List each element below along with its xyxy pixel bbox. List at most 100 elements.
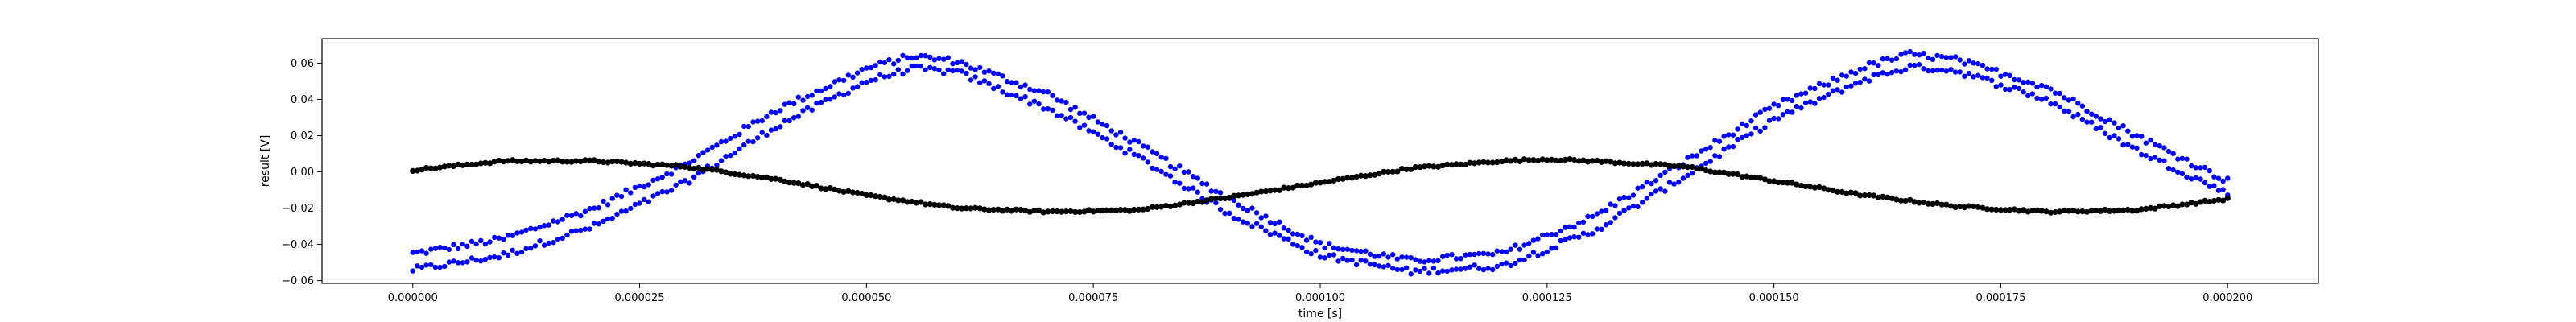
data-point [423, 164, 430, 171]
data-point [1752, 112, 1759, 118]
data-point [586, 157, 593, 163]
data-point [659, 161, 666, 167]
data-point [1526, 241, 1532, 246]
data-point [451, 242, 456, 247]
data-point [1490, 252, 1496, 258]
data-point [2107, 134, 2112, 141]
data-point [1948, 67, 1954, 72]
data-point [2021, 80, 2026, 85]
data-point [618, 193, 625, 200]
data-point [823, 186, 829, 192]
data-point [564, 159, 571, 165]
data-point [1472, 262, 1477, 268]
data-point [1930, 200, 1936, 207]
data-point [1798, 91, 1804, 97]
data-point [2198, 176, 2203, 182]
data-point [514, 250, 520, 256]
data-point [1367, 262, 1373, 267]
data-point [1154, 151, 1160, 157]
data-point [791, 180, 797, 186]
series-0 [410, 48, 2231, 277]
data-point [2070, 208, 2077, 214]
data-point [1603, 207, 1609, 213]
data-point [2102, 130, 2108, 136]
data-point [1748, 118, 1754, 124]
data-point [972, 67, 978, 72]
data-point [1748, 131, 1754, 137]
data-point [1227, 210, 1232, 216]
data-point [432, 165, 439, 171]
data-point [1122, 207, 1129, 213]
data-point [1113, 132, 1119, 138]
data-point [1834, 188, 1841, 195]
data-point [568, 159, 575, 165]
data-point [623, 208, 629, 214]
data-point [1236, 202, 1241, 208]
data-point [1962, 73, 1967, 79]
data-point [936, 56, 942, 61]
data-point [2079, 208, 2086, 215]
data-point [1712, 138, 1718, 143]
data-point [1245, 208, 1251, 213]
data-point [1127, 147, 1133, 152]
data-point [1344, 258, 1351, 263]
data-point [1626, 205, 1632, 211]
data-point [446, 163, 452, 169]
data-point [1971, 60, 1976, 66]
data-point [2102, 118, 2108, 125]
data-point [1367, 251, 1373, 257]
data-point [496, 157, 502, 164]
data-point [1045, 208, 1051, 215]
data-point [1871, 60, 1876, 66]
data-point [1417, 258, 1423, 264]
data-point [2211, 183, 2217, 188]
data-point [1335, 175, 1342, 183]
data-point [2193, 165, 2198, 171]
data-point [1603, 158, 1609, 164]
data-point [523, 227, 529, 233]
data-point [469, 238, 475, 244]
data-point [1612, 215, 1618, 221]
data-point [2011, 206, 2017, 213]
data-point [686, 164, 693, 171]
data-point [845, 72, 852, 78]
data-point [1045, 106, 1051, 112]
data-point [1122, 151, 1128, 156]
data-point [1735, 126, 1740, 132]
data-point [786, 118, 792, 124]
data-point [1993, 84, 1999, 89]
data-point [642, 196, 647, 203]
data-point [1181, 200, 1187, 206]
data-point [2007, 207, 2013, 213]
data-point [1449, 252, 1455, 258]
data-point [841, 77, 847, 84]
data-point [759, 118, 765, 124]
data-point [1553, 245, 1559, 250]
data-point [1117, 145, 1124, 151]
data-point [1916, 61, 1922, 68]
data-point [899, 197, 906, 204]
data-point [1790, 109, 1795, 115]
data-point [1035, 207, 1042, 213]
data-point [1141, 143, 1146, 149]
data-point [1979, 75, 1986, 80]
data-point [1009, 208, 1015, 214]
data-point [2161, 145, 2167, 151]
data-point [450, 163, 457, 170]
data-point [1426, 258, 1432, 263]
data-point [446, 246, 452, 253]
data-point [1716, 169, 1723, 175]
data-point [546, 240, 551, 246]
data-point [2129, 134, 2136, 139]
data-point [976, 205, 983, 212]
data-point [2215, 175, 2222, 181]
data-point [809, 93, 815, 98]
data-point [1222, 210, 1228, 217]
data-point [1508, 262, 1513, 269]
data-point [1998, 82, 2004, 88]
data-point [1558, 237, 1563, 244]
data-point [868, 77, 874, 84]
data-point [2133, 208, 2140, 214]
data-point [1821, 82, 1827, 88]
data-point [1294, 182, 1301, 188]
